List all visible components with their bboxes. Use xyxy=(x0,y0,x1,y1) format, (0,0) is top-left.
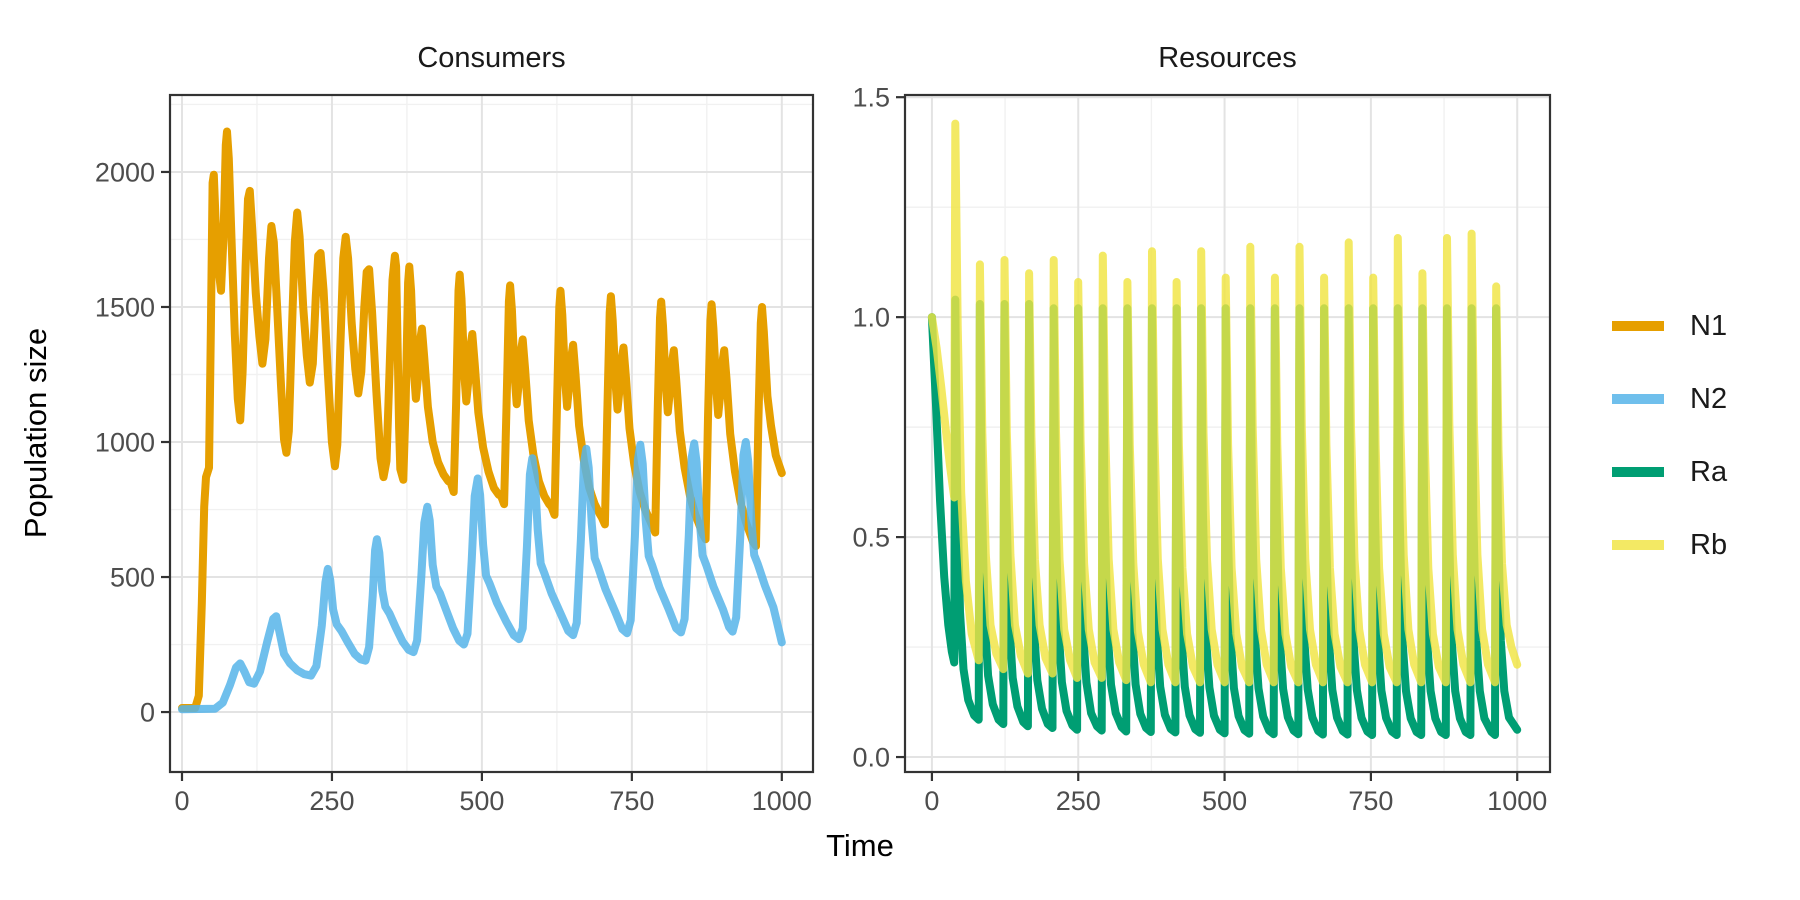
legend-item-ra: Ra xyxy=(1612,442,1727,502)
legend-key-rb xyxy=(1612,540,1664,550)
legend-item-rb: Rb xyxy=(1612,515,1727,575)
x-tick-label: 250 xyxy=(1056,786,1101,816)
y-tick-label: 0 xyxy=(140,698,155,728)
y-tick-label: 500 xyxy=(110,563,155,593)
series-line-n1 xyxy=(178,127,786,712)
x-tick-label: 500 xyxy=(459,786,504,816)
panel-border xyxy=(903,93,1552,774)
x-tick-label: 500 xyxy=(1202,786,1247,816)
legend-label-n2: N2 xyxy=(1690,382,1728,415)
legend-item-n2: N2 xyxy=(1612,369,1727,429)
series-line-n2 xyxy=(178,438,786,714)
x-tick-label: 0 xyxy=(924,786,939,816)
legend-label-n1: N1 xyxy=(1690,309,1728,342)
legend-label-rb: Rb xyxy=(1690,528,1728,561)
x-tick-label: 1000 xyxy=(1487,786,1547,816)
legend: N1 N2 Ra Rb xyxy=(1612,296,1727,588)
legend-key-n2 xyxy=(1612,394,1664,404)
panel-consumers: 0 250 500 750 1000 0 500 1000 1500 2000 xyxy=(95,93,815,816)
panel-resources: 0 250 500 750 1000 0.0 0.5 1.0 1.5 xyxy=(852,83,1552,816)
panel-border xyxy=(168,93,815,774)
y-tick-label: 1.5 xyxy=(852,83,890,113)
y-axis-title: Population size xyxy=(18,327,53,539)
y-tick-label: 1500 xyxy=(95,292,155,322)
panel-title-consumers: Consumers xyxy=(417,42,566,74)
panel-title-resources: Resources xyxy=(1158,42,1297,74)
x-axis-title: Time xyxy=(826,828,894,863)
legend-key-n1 xyxy=(1612,321,1664,331)
x-tick-label: 750 xyxy=(1348,786,1393,816)
y-tick-label: 1000 xyxy=(95,428,155,458)
x-tick-label: 250 xyxy=(309,786,354,816)
legend-label-ra: Ra xyxy=(1690,455,1728,488)
legend-item-n1: N1 xyxy=(1612,296,1727,356)
y-tick-label: 2000 xyxy=(95,157,155,187)
legend-key-ra xyxy=(1612,467,1664,477)
series-line-rb xyxy=(927,119,1522,687)
y-tick-label: 0.5 xyxy=(852,523,890,553)
y-tick-label: 1.0 xyxy=(852,303,890,333)
x-tick-label: 750 xyxy=(609,786,654,816)
y-tick-label: 0.0 xyxy=(852,743,890,773)
x-tick-label: 0 xyxy=(174,786,189,816)
x-tick-label: 1000 xyxy=(752,786,812,816)
